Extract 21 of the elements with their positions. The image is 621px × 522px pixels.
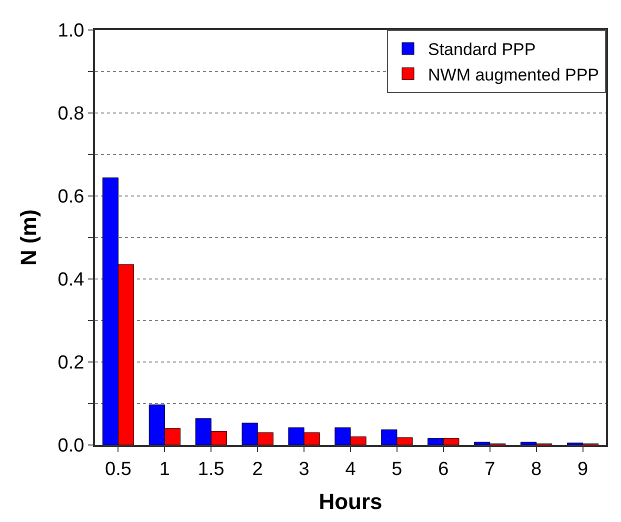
x-tick-label: 2 [252,458,263,480]
x-tick-label: 1.5 [198,458,224,480]
y-tick-label: 0.2 [58,352,84,374]
y-tick-label: 1.0 [58,20,84,42]
legend-label: Standard PPP [428,40,536,60]
x-tick-label: 6 [438,458,449,480]
x-tick-label: 8 [531,458,542,480]
x-tick-label: 7 [484,458,496,480]
x-tick-label: 0.5 [105,458,132,480]
x-tick-label: 9 [577,458,588,480]
x-axis-title: Hours [318,489,382,514]
x-tick-label: 5 [392,458,402,480]
y-axis-title: N (m) [16,209,42,266]
y-tick-label: 0.8 [58,104,84,125]
x-tick-label: 4 [345,458,356,480]
y-tick-label: 0.0 [58,436,84,457]
y-tick-label: 0.6 [58,186,84,208]
y-tick-label: 0.4 [58,270,85,291]
x-tick-label: 1 [159,458,170,480]
legend-label: NWM augmented PPP [428,65,600,84]
x-tick-label: 3 [298,458,310,480]
